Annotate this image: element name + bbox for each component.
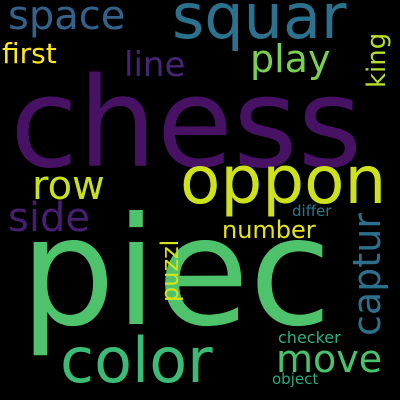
- word-captur: captur: [345, 213, 389, 336]
- word-first: first: [2, 37, 57, 70]
- word-play: play: [250, 37, 331, 81]
- word-color: color: [60, 324, 213, 397]
- word-number: number: [222, 216, 316, 244]
- word-chess: chess: [10, 52, 363, 196]
- word-row: row: [32, 163, 105, 209]
- word-piec: piec: [20, 186, 332, 360]
- word-checker: checker: [278, 328, 341, 347]
- word-squar: squar: [172, 0, 347, 53]
- word-puzzl: puzzl: [156, 239, 184, 302]
- word-line: line: [124, 45, 186, 85]
- word-move: move: [276, 337, 383, 381]
- word-space: space: [8, 0, 126, 39]
- word-object: object: [272, 370, 319, 388]
- word-king: king: [362, 32, 392, 88]
- word-oppon: oppon: [180, 142, 387, 219]
- word-side: side: [8, 195, 90, 241]
- word-differ: differ: [292, 202, 332, 220]
